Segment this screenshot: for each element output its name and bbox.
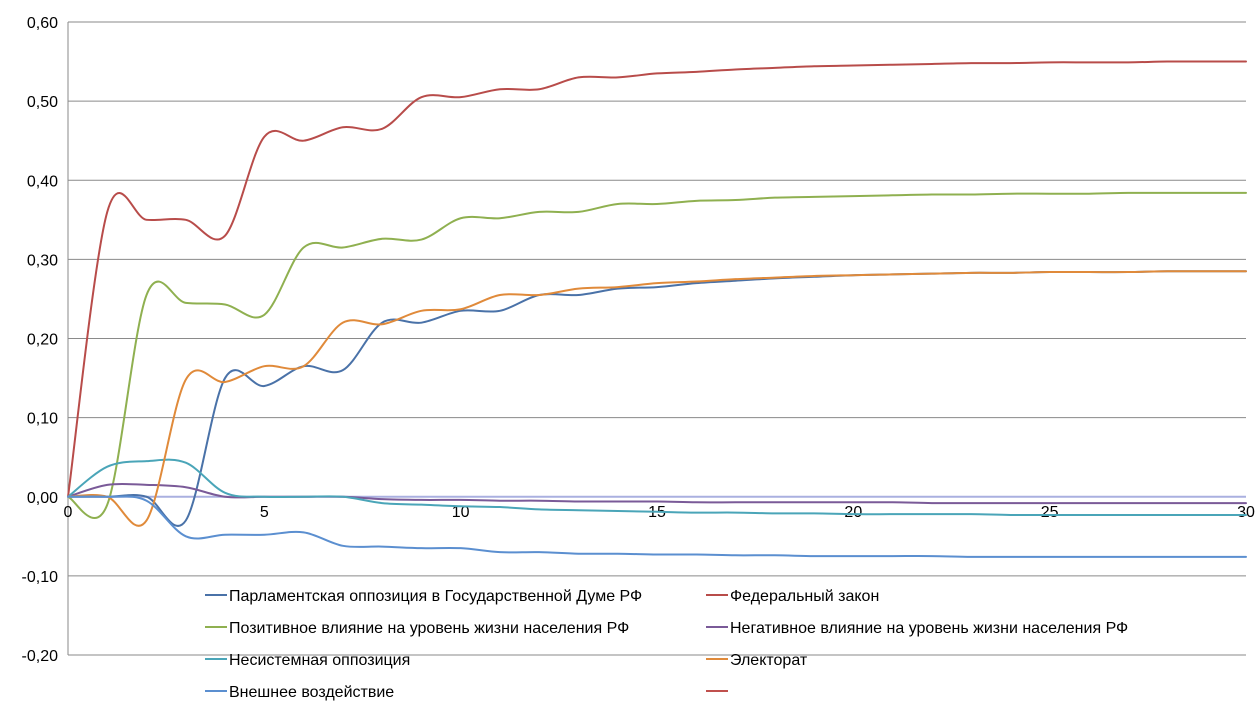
x-tick-label: 0 <box>64 504 73 521</box>
legend: Парламентская оппозиция в Государственно… <box>205 588 1128 701</box>
y-tick-label: 0,00 <box>27 490 58 507</box>
legend-label: Несистемная оппозиция <box>229 652 410 669</box>
y-tick-label: 0,40 <box>27 173 58 190</box>
y-tick-label: 0,50 <box>27 94 58 111</box>
y-tick-label: 0,10 <box>27 411 58 428</box>
legend-label: Внешнее воздействие <box>229 684 394 701</box>
y-tick-label: -0,10 <box>22 569 59 586</box>
legend-entry: Федеральный закон <box>706 588 879 605</box>
legend-entry: Парламентская оппозиция в Государственно… <box>205 588 642 605</box>
series-line <box>67 458 1247 517</box>
x-tick-label: 25 <box>1041 504 1059 521</box>
legend-label: Парламентская оппозиция в Государственно… <box>229 588 642 605</box>
legend-entry: Несистемная оппозиция <box>205 652 410 669</box>
series-line <box>67 482 1247 505</box>
legend-entry: Внешнее воздействие <box>205 684 394 701</box>
legend-label: Федеральный закон <box>730 588 879 605</box>
legend-entry: Негативное влияние на уровень жизни насе… <box>706 620 1128 637</box>
legend-label: Электорат <box>730 652 808 669</box>
x-tick-label: 30 <box>1237 504 1255 521</box>
y-tick-label: -0,20 <box>22 648 59 665</box>
y-axis-ticks: 0,60 0,50 0,40 0,30 0,20 0,10 0,00 -0,10 -0,20 <box>22 15 59 665</box>
x-tick-label: 10 <box>452 504 470 521</box>
series-line <box>67 495 1247 558</box>
series-line <box>67 191 1247 520</box>
y-tick-label: 0,60 <box>27 15 58 32</box>
grid-lines <box>68 21 1246 656</box>
legend-entry: Позитивное влияние на уровень жизни насе… <box>205 620 629 637</box>
legend-label: Негативное влияние на уровень жизни насе… <box>730 620 1128 637</box>
legend-entry: Электорат <box>706 652 808 669</box>
y-tick-label: 0,20 <box>27 332 58 349</box>
x-tick-label: 20 <box>844 504 862 521</box>
series-line <box>67 270 1247 527</box>
y-tick-label: 0,30 <box>27 252 58 269</box>
x-tick-label: 5 <box>260 504 269 521</box>
legend-label: Позитивное влияние на уровень жизни насе… <box>229 620 629 637</box>
series-line <box>67 270 1247 527</box>
series-line <box>67 60 1247 498</box>
series-lines <box>67 60 1247 558</box>
